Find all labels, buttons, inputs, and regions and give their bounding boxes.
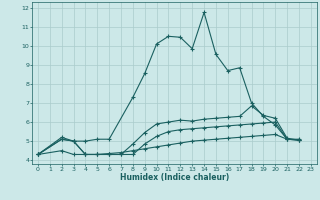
X-axis label: Humidex (Indice chaleur): Humidex (Indice chaleur) (120, 173, 229, 182)
